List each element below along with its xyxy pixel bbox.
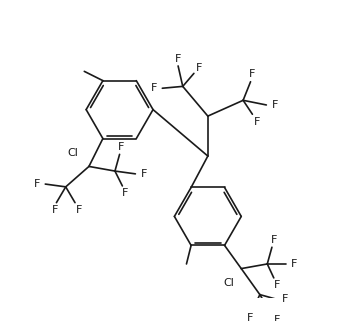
Text: F: F <box>291 259 297 269</box>
Text: F: F <box>51 205 58 215</box>
Text: F: F <box>254 117 260 127</box>
Text: F: F <box>271 100 278 110</box>
Text: F: F <box>175 54 181 64</box>
Text: F: F <box>75 205 82 215</box>
Text: F: F <box>34 179 40 189</box>
Text: F: F <box>249 69 256 79</box>
Text: Cl: Cl <box>67 148 78 159</box>
Text: Cl: Cl <box>223 278 234 289</box>
Text: F: F <box>271 235 277 245</box>
Text: F: F <box>247 313 254 321</box>
Text: F: F <box>122 188 129 198</box>
Text: F: F <box>273 280 280 290</box>
Text: F: F <box>196 63 203 73</box>
Text: F: F <box>118 142 125 152</box>
Text: F: F <box>151 83 157 93</box>
Text: F: F <box>141 169 147 179</box>
Text: F: F <box>282 294 288 304</box>
Text: F: F <box>273 315 280 321</box>
